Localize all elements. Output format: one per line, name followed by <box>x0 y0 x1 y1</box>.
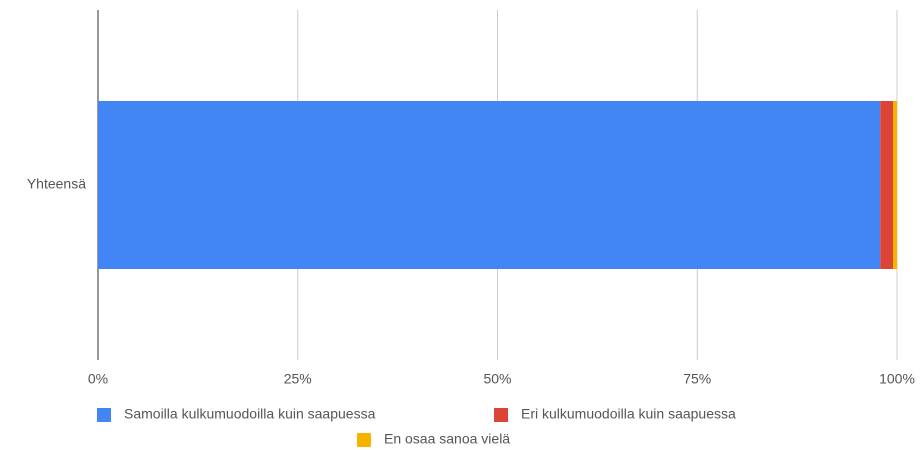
x-tick-label: 0% <box>88 371 108 387</box>
legend-label: Eri kulkumuodoilla kuin saapuessa <box>521 406 736 422</box>
legend-swatch <box>357 433 371 447</box>
y-tick-label: Yhteensä <box>27 176 86 192</box>
legend-label: En osaa sanoa vielä <box>384 431 510 447</box>
x-tick-label: 25% <box>284 371 312 387</box>
legend-label: Samoilla kulkumuodoilla kuin saapuessa <box>124 406 376 422</box>
bar-segment <box>893 101 897 269</box>
x-tick-label: 50% <box>483 371 511 387</box>
bar-segment <box>880 101 894 269</box>
legend-swatch <box>97 408 111 422</box>
legend-swatch <box>494 408 508 422</box>
x-tick-label: 75% <box>683 371 711 387</box>
x-tick-label: 100% <box>879 371 915 387</box>
bar-segment <box>98 101 881 269</box>
